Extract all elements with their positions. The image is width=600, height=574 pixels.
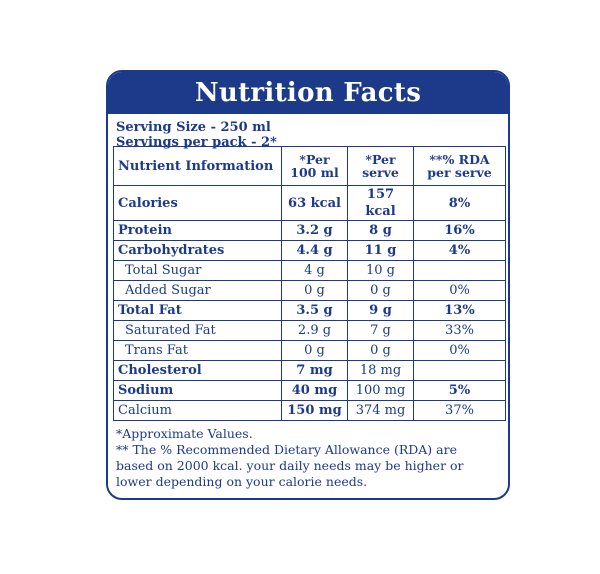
per-serve-value: 0 g bbox=[347, 340, 414, 361]
per-100ml-value: 2.9 g bbox=[281, 320, 348, 341]
header-rda: **% RDA per serve bbox=[413, 146, 506, 186]
per-100ml-value: 40 mg bbox=[281, 380, 348, 401]
table-row: Calcium 150 mg 374 mg 37% bbox=[113, 400, 506, 421]
nutrition-table: Nutrient Information *Per 100 ml *Per se… bbox=[113, 146, 506, 421]
table-row: Carbohydrates 4.4 g 11 g 4% bbox=[113, 240, 506, 261]
table-row: Saturated Fat 2.9 g 7 g 33% bbox=[113, 320, 506, 341]
per-serve-value: 11 g bbox=[347, 240, 414, 261]
nutrient-name: Saturated Fat bbox=[113, 320, 282, 341]
per-100ml-value: 4.4 g bbox=[281, 240, 348, 261]
nutrient-name: Protein bbox=[113, 220, 282, 241]
footnote-approx: *Approximate Values. bbox=[116, 426, 253, 441]
header-per-100ml: *Per 100 ml bbox=[281, 146, 348, 186]
table-row: Trans Fat 0 g 0 g 0% bbox=[113, 340, 506, 361]
rda-value: 37% bbox=[413, 400, 506, 421]
footnote-rda: ** The % Recommended Dietary Allowance (… bbox=[116, 442, 464, 489]
panel-title: Nutrition Facts bbox=[108, 72, 508, 114]
rda-value bbox=[413, 260, 506, 281]
header-per-serve: *Per serve bbox=[347, 146, 414, 186]
per-100ml-value: 4 g bbox=[281, 260, 348, 281]
per-100ml-value: 0 g bbox=[281, 340, 348, 361]
nutrition-facts-panel: Nutrition Facts Serving Size - 250 ml Se… bbox=[106, 70, 510, 500]
rda-value: 13% bbox=[413, 300, 506, 321]
table-row: Total Fat 3.5 g 9 g 13% bbox=[113, 300, 506, 321]
nutrient-name: Calories bbox=[113, 185, 282, 221]
serving-info: Serving Size - 250 ml Servings per pack … bbox=[108, 114, 508, 150]
header-nutrient: Nutrient Information bbox=[113, 146, 282, 186]
per-serve-value: 9 g bbox=[347, 300, 414, 321]
nutrient-name: Carbohydrates bbox=[113, 240, 282, 261]
rda-value: 0% bbox=[413, 280, 506, 301]
per-100ml-value: 3.5 g bbox=[281, 300, 348, 321]
table-row: Calories 63 kcal 157 kcal 8% bbox=[113, 185, 506, 221]
table-row: Sodium 40 mg 100 mg 5% bbox=[113, 380, 506, 401]
footnotes: *Approximate Values. ** The % Recommende… bbox=[108, 421, 508, 490]
per-serve-value: 0 g bbox=[347, 280, 414, 301]
per-100ml-value: 150 mg bbox=[281, 400, 348, 421]
nutrient-name: Trans Fat bbox=[113, 340, 282, 361]
table-row: Total Sugar 4 g 10 g bbox=[113, 260, 506, 281]
rda-value: 4% bbox=[413, 240, 506, 261]
table-row: Added Sugar 0 g 0 g 0% bbox=[113, 280, 506, 301]
per-100ml-value: 0 g bbox=[281, 280, 348, 301]
per-serve-value: 18 mg bbox=[347, 360, 414, 381]
nutrient-name: Cholesterol bbox=[113, 360, 282, 381]
rda-value: 33% bbox=[413, 320, 506, 341]
per-100ml-value: 3.2 g bbox=[281, 220, 348, 241]
rda-value bbox=[413, 360, 506, 381]
per-100ml-value: 63 kcal bbox=[281, 185, 348, 221]
per-serve-value: 8 g bbox=[347, 220, 414, 241]
servings-per-pack: Servings per pack - 2* bbox=[116, 135, 277, 150]
table-row: Cholesterol 7 mg 18 mg bbox=[113, 360, 506, 381]
per-serve-value: 7 g bbox=[347, 320, 414, 341]
per-serve-value: 10 g bbox=[347, 260, 414, 281]
table-header-row: Nutrient Information *Per 100 ml *Per se… bbox=[113, 146, 506, 186]
nutrient-name: Added Sugar bbox=[113, 280, 282, 301]
rda-value: 8% bbox=[413, 185, 506, 221]
nutrient-name: Total Sugar bbox=[113, 260, 282, 281]
rda-value: 5% bbox=[413, 380, 506, 401]
per-serve-value: 100 mg bbox=[347, 380, 414, 401]
per-serve-value: 374 mg bbox=[347, 400, 414, 421]
per-serve-value: 157 kcal bbox=[347, 185, 414, 221]
rda-value: 0% bbox=[413, 340, 506, 361]
per-100ml-value: 7 mg bbox=[281, 360, 348, 381]
nutrient-name: Total Fat bbox=[113, 300, 282, 321]
table-row: Protein 3.2 g 8 g 16% bbox=[113, 220, 506, 241]
nutrient-name: Sodium bbox=[113, 380, 282, 401]
serving-size: Serving Size - 250 ml bbox=[116, 120, 271, 135]
rda-value: 16% bbox=[413, 220, 506, 241]
nutrient-name: Calcium bbox=[113, 400, 282, 421]
